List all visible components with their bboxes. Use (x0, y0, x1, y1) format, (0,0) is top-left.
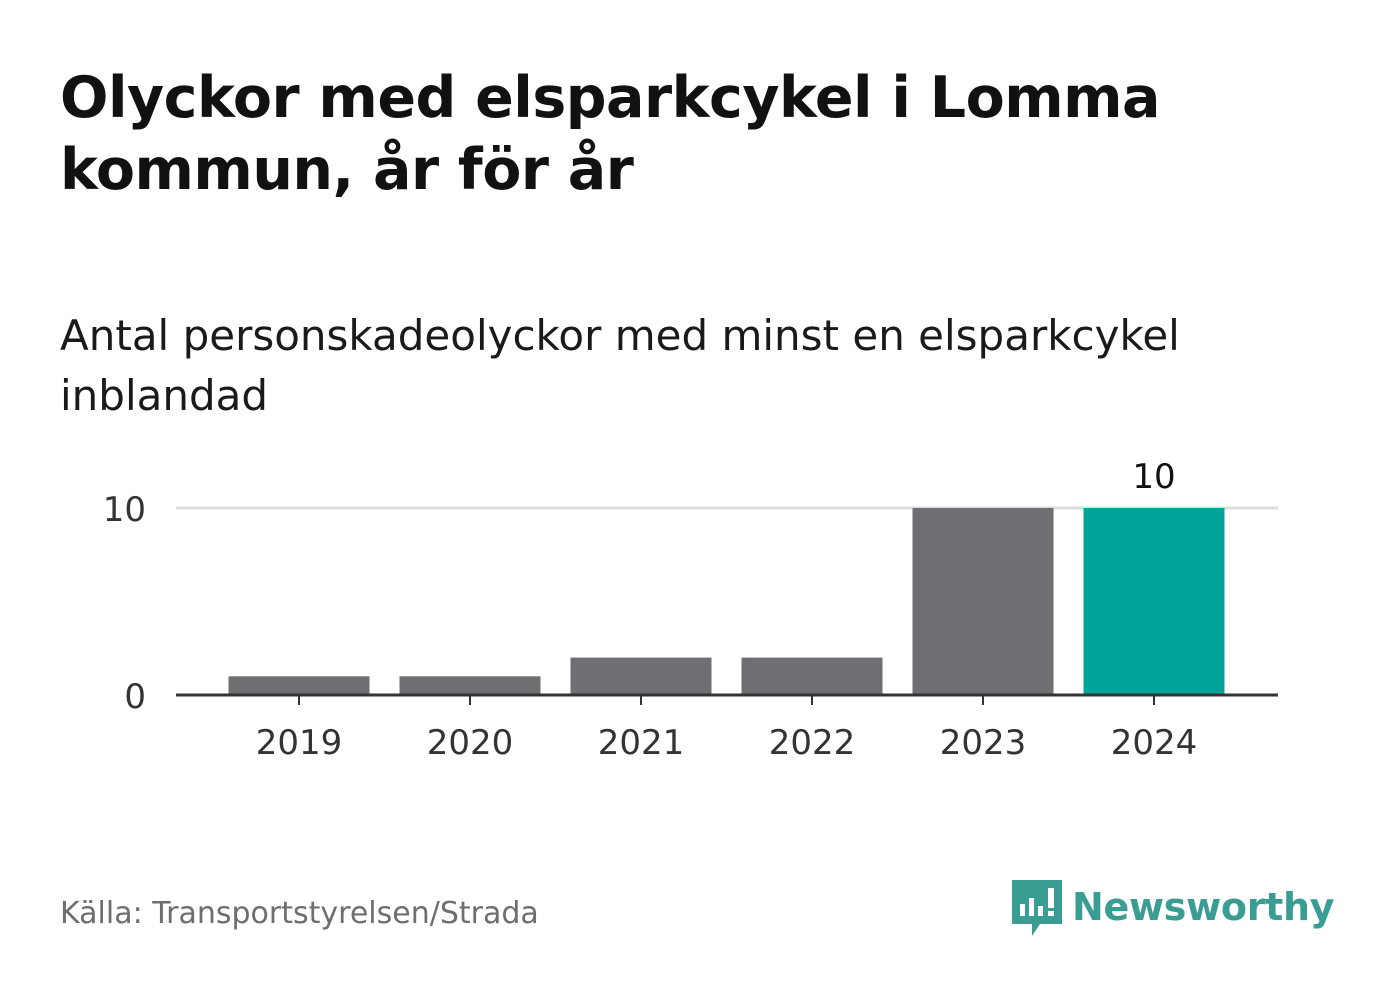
chart-title: Olyckor med elsparkcykel i Lomma kommun,… (60, 65, 1161, 203)
bar-2019 (228, 676, 370, 695)
bar-2022 (741, 657, 883, 695)
x-tick-label: 2019 (256, 723, 343, 763)
source-note: Källa: Transportstyrelsen/Strada (60, 896, 539, 931)
x-tick-label: 2020 (427, 723, 514, 763)
x-tick-label: 2024 (1111, 723, 1198, 763)
axis-layer (176, 693, 1278, 705)
bar-2021 (570, 657, 712, 695)
bar-2023 (912, 508, 1054, 695)
newsworthy-logo-icon (1012, 880, 1062, 936)
data-label: 10 (1132, 457, 1175, 497)
bar-2024 (1083, 508, 1225, 695)
brand-name: Newsworthy (1072, 885, 1335, 929)
x-tick-label: 2021 (598, 723, 685, 763)
chart-subtitle: Antal personskadeolyckor med minst en el… (60, 311, 1180, 420)
bar-2020 (399, 676, 541, 695)
bar-chart: 0 10 2019 2020 2021 2022 2023 2024 10 (103, 457, 1278, 763)
x-tick-label: 2022 (769, 723, 856, 763)
bars-layer (228, 508, 1225, 695)
labels-layer: 0 10 2019 2020 2021 2022 2023 2024 10 (103, 457, 1198, 763)
brand-logo: Newsworthy (1010, 876, 1335, 938)
x-tick-label: 2023 (940, 723, 1027, 763)
y-tick-label: 10 (103, 490, 146, 530)
y-tick-label: 0 (124, 677, 146, 717)
